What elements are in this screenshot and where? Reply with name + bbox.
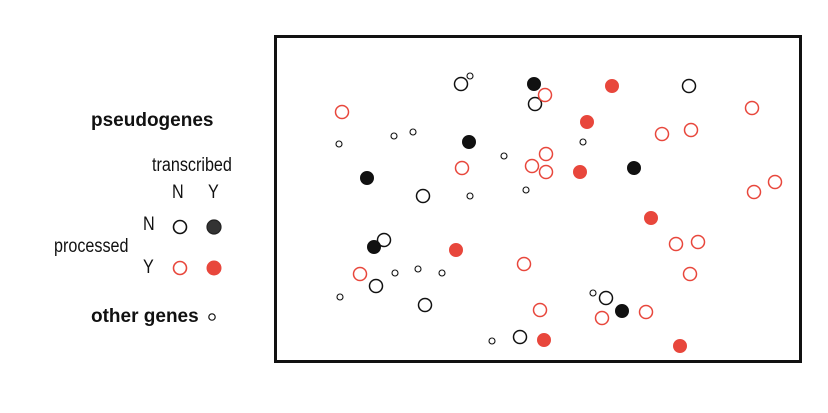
point-pseudogene-yn	[767, 174, 783, 190]
point-pseudogene-ny	[527, 77, 541, 91]
point-pseudogene-yn	[334, 104, 350, 120]
legend-title: pseudogenes	[91, 110, 214, 131]
point-other-gene	[438, 269, 446, 277]
processed-y-label: Y	[143, 257, 154, 278]
other-genes-label: other genes	[91, 306, 199, 327]
point-pseudogene-nn	[453, 76, 469, 92]
legend-markers	[172, 219, 222, 321]
point-pseudogene-nn	[527, 96, 543, 112]
point-pseudogene-yn	[682, 266, 698, 282]
point-pseudogene-yn	[668, 236, 684, 252]
point-pseudogene-yn	[537, 87, 553, 103]
legend-marker-nn	[172, 219, 188, 235]
legend-marker-other	[208, 313, 216, 321]
point-pseudogene-yn	[454, 160, 470, 176]
point-other-gene	[522, 186, 530, 194]
point-pseudogene-yy	[580, 115, 594, 129]
point-pseudogene-nn	[415, 188, 431, 204]
point-pseudogene-yy	[673, 339, 687, 353]
point-pseudogene-ny	[462, 135, 476, 149]
point-pseudogene-nn	[417, 297, 433, 313]
point-pseudogene-nn	[368, 278, 384, 294]
point-pseudogene-yn	[532, 302, 548, 318]
point-pseudogene-nn	[681, 78, 697, 94]
point-pseudogene-yy	[605, 79, 619, 93]
point-other-gene	[466, 192, 474, 200]
point-other-gene	[488, 337, 496, 345]
point-pseudogene-nn	[512, 329, 528, 345]
point-pseudogene-yn	[690, 234, 706, 250]
point-pseudogene-yn	[654, 126, 670, 142]
scatter-plot-frame	[274, 35, 802, 363]
point-pseudogene-ny	[615, 304, 629, 318]
point-pseudogene-nn	[376, 232, 392, 248]
point-other-gene	[414, 265, 422, 273]
legend-marker-yy	[206, 260, 222, 276]
point-pseudogene-yn	[538, 146, 554, 162]
point-pseudogene-yn	[594, 310, 610, 326]
transcribed-label: transcribed	[152, 155, 232, 176]
point-other-gene	[409, 128, 417, 136]
point-other-gene	[390, 132, 398, 140]
point-pseudogene-yy	[537, 333, 551, 347]
processed-label: processed	[54, 236, 129, 257]
point-pseudogene-yn	[538, 164, 554, 180]
point-other-gene	[500, 152, 508, 160]
point-pseudogene-ny	[367, 240, 381, 254]
point-pseudogene-yn	[352, 266, 368, 282]
point-other-gene	[335, 140, 343, 148]
point-pseudogene-yy	[449, 243, 463, 257]
legend: pseudogenes transcribed N Y N processed …	[0, 0, 270, 413]
plot-marks	[334, 72, 783, 353]
point-pseudogene-ny	[627, 161, 641, 175]
point-other-gene	[391, 269, 399, 277]
scatter-plot	[274, 35, 802, 363]
point-other-gene	[336, 293, 344, 301]
point-pseudogene-yy	[573, 165, 587, 179]
processed-n-label: N	[143, 214, 155, 235]
point-pseudogene-yn	[744, 100, 760, 116]
point-other-gene	[589, 289, 597, 297]
point-pseudogene-ny	[360, 171, 374, 185]
point-pseudogene-yy	[644, 211, 658, 225]
point-pseudogene-nn	[598, 290, 614, 306]
legend-marker-yn	[172, 260, 188, 276]
point-other-gene	[579, 138, 587, 146]
point-pseudogene-yn	[638, 304, 654, 320]
point-pseudogene-yn	[516, 256, 532, 272]
point-other-gene	[466, 72, 474, 80]
point-pseudogene-yn	[524, 158, 540, 174]
transcribed-y-label: Y	[208, 182, 219, 203]
point-pseudogene-yn	[683, 122, 699, 138]
point-pseudogene-yn	[746, 184, 762, 200]
transcribed-n-label: N	[172, 182, 184, 203]
legend-marker-ny	[206, 219, 222, 235]
